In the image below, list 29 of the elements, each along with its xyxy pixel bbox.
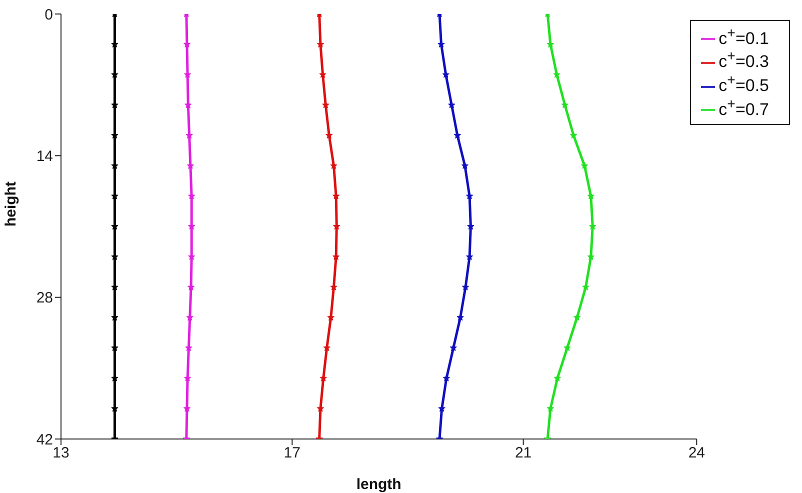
point	[442, 374, 450, 382]
point	[553, 70, 560, 78]
legend-label: c$^{+}$=0.3	[718, 48, 769, 72]
point	[461, 162, 469, 169]
point	[570, 132, 578, 139]
point	[448, 101, 456, 108]
x-tick-label: 24	[688, 444, 705, 462]
legend-label: c$^{+}$=0.1	[718, 25, 769, 48]
x-tick-label: 13	[52, 444, 70, 462]
y-tick-label: 14	[36, 148, 53, 165]
point	[554, 374, 561, 382]
y-tick-label: 28	[36, 290, 53, 307]
point	[466, 192, 474, 200]
legend-label: c$^{+}$=0.5	[718, 72, 769, 95]
point	[587, 192, 594, 200]
y-tick-label: 42	[36, 431, 53, 448]
point	[546, 404, 554, 412]
point	[573, 314, 581, 321]
point	[580, 162, 588, 169]
y-tick-label: 0	[44, 6, 53, 24]
point	[456, 314, 464, 321]
legend-label: c$^{+}$=0.7	[718, 96, 769, 119]
y-axis-title: height	[2, 182, 20, 226]
point	[561, 101, 568, 108]
point	[450, 344, 457, 352]
point	[564, 344, 571, 352]
x-axis-title: length	[356, 476, 402, 493]
x-tick-label: 17	[284, 444, 300, 462]
x-tick-label: 21	[514, 444, 532, 462]
